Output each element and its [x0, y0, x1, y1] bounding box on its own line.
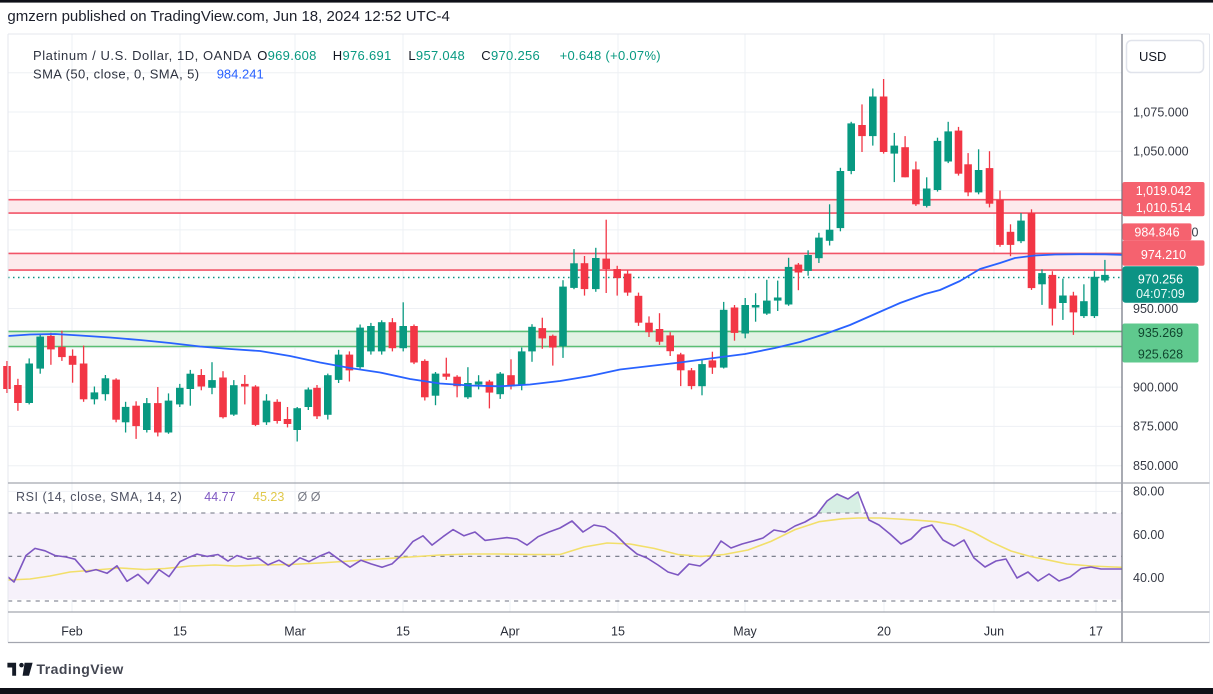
svg-text:+0.648 (+0.07%): +0.648 (+0.07%) [560, 48, 661, 63]
svg-text:1,019.042: 1,019.042 [1136, 184, 1192, 198]
svg-text:974.210: 974.210 [1141, 248, 1186, 262]
svg-text:Jun: Jun [984, 625, 1004, 639]
svg-text:935.269: 935.269 [1138, 326, 1183, 340]
svg-text:RSI (14, close, SMA, 14, 2): RSI (14, close, SMA, 14, 2) [16, 490, 182, 504]
svg-text:1,050.000: 1,050.000 [1133, 145, 1189, 159]
svg-text:Ø Ø: Ø Ø [298, 490, 321, 504]
svg-text:L957.048: L957.048 [408, 48, 465, 63]
svg-text:0: 0 [1192, 226, 1199, 240]
svg-text:925.628: 925.628 [1138, 348, 1183, 362]
svg-text:44.77: 44.77 [204, 490, 235, 504]
svg-text:USD: USD [1139, 49, 1166, 64]
svg-text:SMA (50, close, 0, SMA, 5): SMA (50, close, 0, SMA, 5) [33, 67, 199, 82]
svg-text:O969.608: O969.608 [257, 48, 317, 63]
svg-text:H976.691: H976.691 [333, 48, 392, 63]
svg-text:45.23: 45.23 [253, 490, 284, 504]
svg-text:Feb: Feb [61, 625, 83, 639]
svg-text:15: 15 [396, 625, 410, 639]
svg-text:15: 15 [173, 625, 187, 639]
svg-text:15: 15 [611, 625, 625, 639]
svg-text:850.000: 850.000 [1133, 459, 1178, 473]
svg-text:984.846: 984.846 [1134, 225, 1179, 239]
svg-text:875.000: 875.000 [1133, 420, 1178, 434]
svg-text:May: May [733, 625, 757, 639]
svg-text:TradingView: TradingView [37, 661, 124, 677]
svg-text:40.00: 40.00 [1133, 571, 1164, 585]
svg-text:Platinum / U.S. Dollar, 1D, OA: Platinum / U.S. Dollar, 1D, OANDA [33, 48, 252, 63]
svg-text:984.241: 984.241 [217, 67, 264, 82]
svg-text:Apr: Apr [500, 625, 519, 639]
svg-text:970.256: 970.256 [1138, 272, 1183, 286]
svg-text:gmzern published on TradingVie: gmzern published on TradingView.com, Jun… [7, 8, 450, 25]
svg-text:C970.256: C970.256 [481, 48, 540, 63]
svg-text:1,075.000: 1,075.000 [1133, 105, 1189, 119]
svg-text:04:07:09: 04:07:09 [1136, 287, 1185, 301]
svg-text:900.000: 900.000 [1133, 380, 1178, 394]
svg-text:Mar: Mar [284, 625, 306, 639]
svg-text:17: 17 [1089, 625, 1103, 639]
svg-text:60.00: 60.00 [1133, 528, 1164, 542]
svg-text:80.00: 80.00 [1133, 485, 1164, 499]
svg-text:1,010.514: 1,010.514 [1136, 201, 1192, 215]
svg-text:950.000: 950.000 [1133, 302, 1178, 316]
svg-text:20: 20 [877, 625, 891, 639]
